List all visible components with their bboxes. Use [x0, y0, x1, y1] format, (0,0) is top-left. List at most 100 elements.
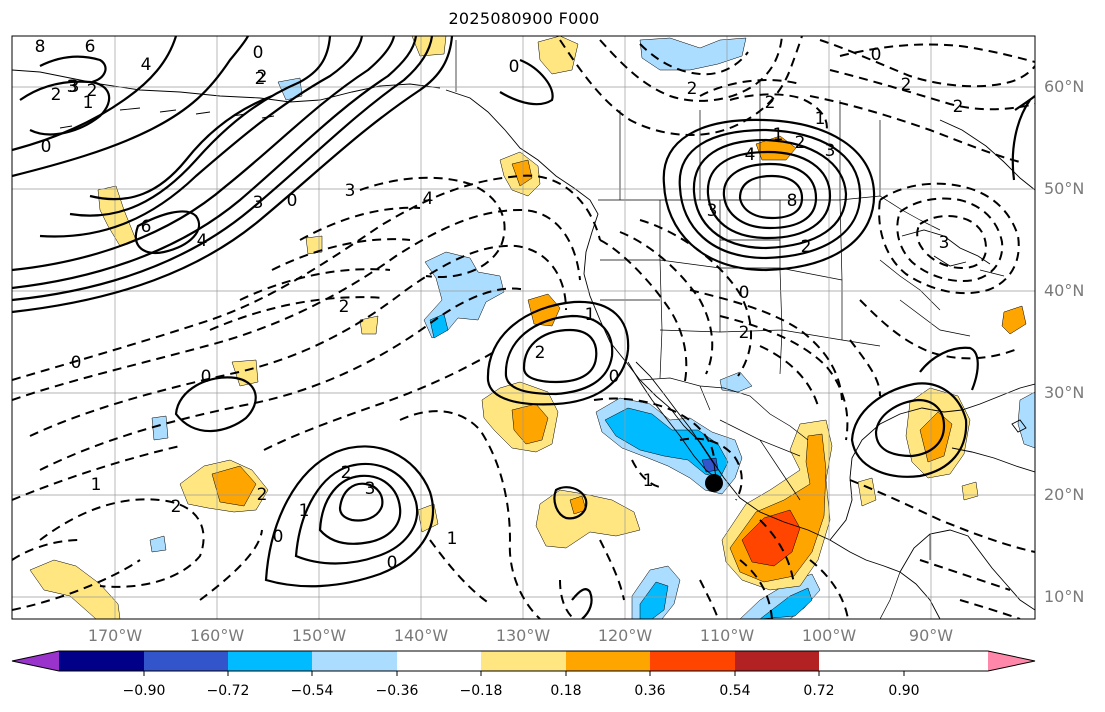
contour-line [878, 182, 1020, 295]
contour-line [12, 36, 418, 290]
contour-label: 4 [141, 55, 152, 75]
contour-label: 3 [707, 201, 718, 221]
contour-label: 3 [365, 479, 376, 499]
island [1011, 419, 1027, 433]
contour-label: 3 [67, 77, 78, 97]
colorbar-tick-label: −0.36 [375, 683, 419, 699]
contour-label: 2 [257, 67, 268, 87]
gulf-of-mexico-coastline [829, 383, 1035, 541]
contour-line [916, 215, 988, 270]
contour-line [29, 244, 567, 437]
contour-line [69, 36, 332, 217]
map-background [12, 36, 1035, 619]
contour-line [919, 559, 1021, 619]
cuba-coastline [951, 447, 1035, 473]
latitude-label: 20°N [1044, 485, 1085, 504]
negative-anomaly-shading [151, 415, 169, 441]
latitude-label: 60°N [1044, 77, 1085, 96]
graticule [12, 36, 1035, 619]
contour-line [12, 36, 249, 178]
contour-label: 0 [871, 45, 882, 65]
colorbar-segment [144, 651, 228, 671]
contour-line [738, 174, 804, 220]
contour-label: 0 [287, 191, 298, 211]
colorbar-segment [735, 651, 819, 671]
contour-label: 2 [687, 79, 698, 99]
contour-label: 3 [825, 141, 836, 161]
map-frame [11, 35, 1036, 620]
contour-line [599, 36, 783, 102]
contour-line [12, 36, 178, 152]
contour-line [199, 529, 491, 605]
contour-line [639, 219, 752, 377]
contour-line [359, 176, 506, 278]
contour-line [239, 268, 391, 301]
contour-line [12, 36, 454, 314]
contour-line [631, 459, 665, 489]
colorbar-segment [59, 651, 144, 671]
contour-line [318, 474, 402, 545]
latitude-label: 40°N [1044, 281, 1085, 300]
contour-label: 1 [815, 109, 826, 129]
contour-line [19, 80, 111, 136]
negative-anomaly-shading [639, 581, 669, 619]
contour-line [692, 138, 848, 250]
colorbar-segment [566, 651, 650, 671]
colorbar-tick-label: 0.90 [888, 683, 920, 699]
contour-line [759, 345, 819, 407]
political-borders [455, 40, 971, 619]
longitude-label: 90°W [908, 626, 954, 645]
contour-line [809, 559, 849, 619]
us-mexico-border [639, 377, 809, 441]
contour-line [299, 206, 421, 241]
contour-line [12, 539, 81, 561]
contour-label: 1 [643, 471, 654, 491]
negative-anomaly-shading [149, 535, 167, 553]
north-america-coastline [445, 89, 941, 619]
contour-label: 8 [787, 191, 798, 211]
colorbar-tick-label: −0.90 [122, 683, 166, 699]
contour-line [264, 445, 435, 588]
contour-line [619, 231, 714, 375]
colorbar-tick-label: 0.72 [803, 683, 835, 699]
contour-label: 2 [795, 133, 806, 153]
longitude-label: 140°W [393, 626, 449, 645]
colorbar-tick-label: −0.18 [459, 683, 503, 699]
colorbar-extend-low [12, 651, 59, 671]
contour-label: 0 [609, 367, 620, 387]
longitude-label: 160°W [189, 626, 245, 645]
contour-line [896, 197, 1004, 282]
contour-label: 2 [255, 69, 266, 89]
contour-line [12, 208, 581, 401]
colorbar-segment [481, 651, 566, 671]
colorbar [11, 650, 1036, 676]
contour-line [12, 36, 396, 272]
contour-line [499, 58, 554, 106]
positive-anomaly-shading [359, 315, 379, 335]
contour-line [699, 79, 801, 97]
contour-line [839, 43, 1035, 63]
contour-line [134, 210, 201, 255]
negative-anomaly-shading [604, 407, 729, 479]
positive-anomaly-shading [305, 235, 323, 255]
contour-label: 2 [87, 81, 98, 101]
contour-line [759, 519, 795, 585]
contour-line [39, 55, 107, 84]
negative-anomaly-shading [719, 371, 753, 393]
contour-line [706, 150, 832, 240]
contour-line [504, 314, 614, 396]
contour-label: 2 [739, 323, 750, 343]
colorbar-tick-label: 0.36 [634, 683, 666, 699]
contour-label: 2 [257, 485, 268, 505]
contour-line [729, 93, 828, 133]
colorbar-extend-high [988, 651, 1035, 671]
contour-label: 3 [345, 181, 356, 201]
longitude-label: 130°W [495, 626, 551, 645]
contour-line [874, 398, 946, 458]
contour-line [919, 346, 979, 391]
contour-label: 2 [341, 463, 352, 483]
positive-anomaly-shading [527, 293, 561, 327]
contour-label: 3 [939, 233, 950, 253]
contour-line [486, 300, 630, 406]
